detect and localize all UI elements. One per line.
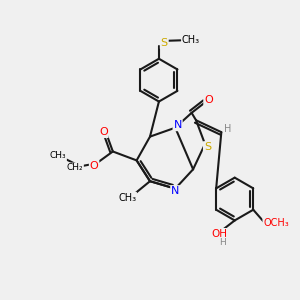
Text: N: N [173, 120, 182, 130]
Text: S: S [161, 38, 168, 48]
Text: O: O [99, 127, 108, 137]
Text: N: N [171, 186, 179, 196]
Text: OCH₃: OCH₃ [263, 218, 289, 228]
Text: O: O [90, 161, 98, 171]
Text: CH₂: CH₂ [67, 163, 83, 172]
Text: CH₃: CH₃ [50, 152, 66, 160]
Text: H: H [224, 124, 232, 134]
Text: H: H [219, 238, 226, 247]
Text: CH₃: CH₃ [118, 193, 136, 202]
Text: S: S [204, 142, 211, 152]
Text: O: O [204, 95, 213, 105]
Text: CH₃: CH₃ [182, 35, 200, 45]
Text: OH: OH [211, 229, 227, 239]
